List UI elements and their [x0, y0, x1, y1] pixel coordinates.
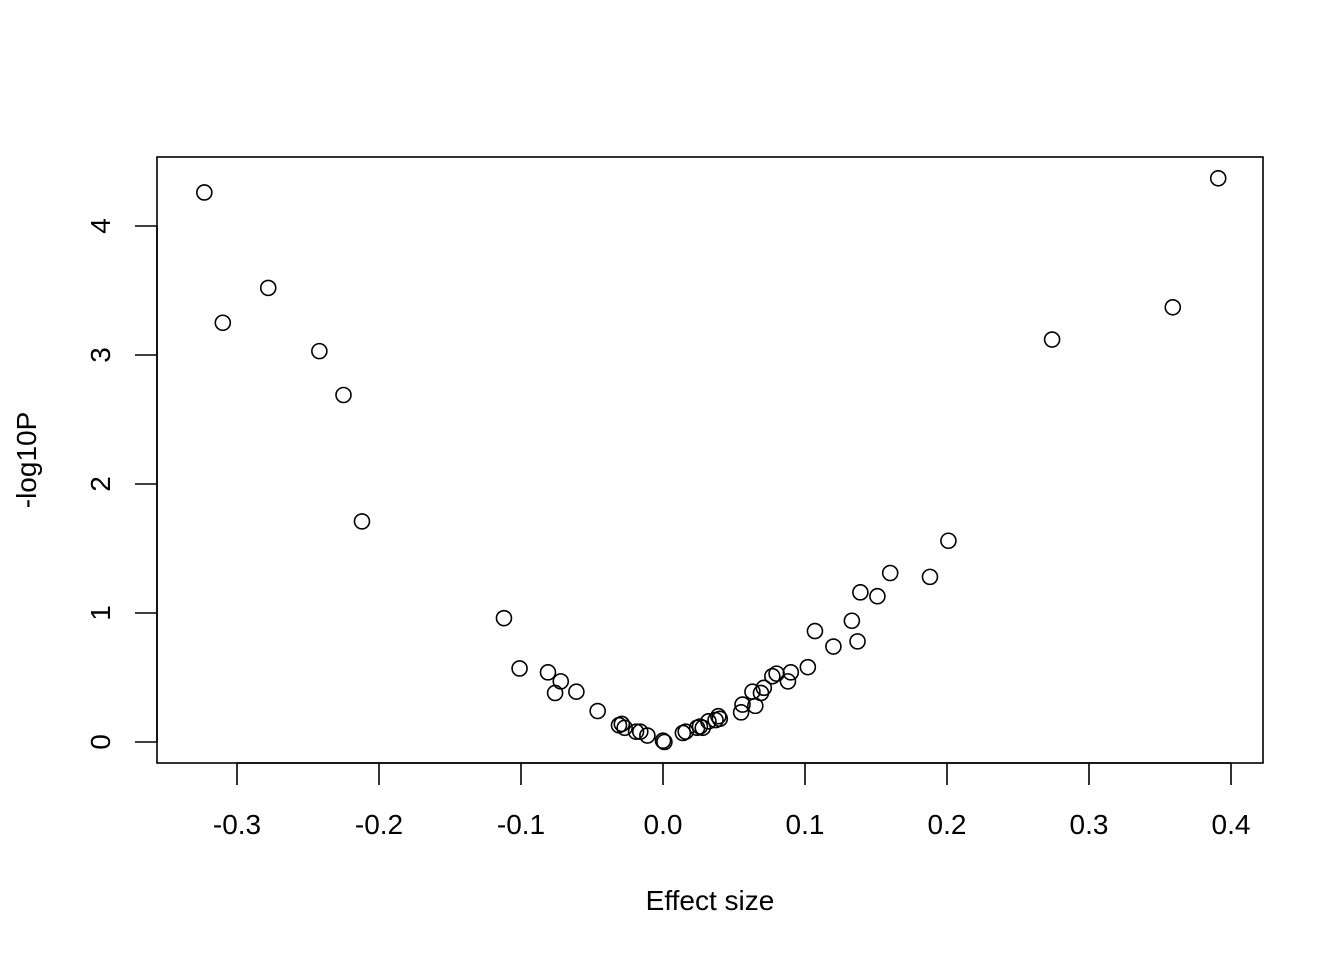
data-point [711, 710, 729, 728]
data-point [849, 633, 866, 650]
data-point [1164, 298, 1182, 316]
data-point [568, 683, 585, 700]
data-point [881, 564, 899, 582]
data-point [694, 719, 712, 737]
data-point [539, 664, 557, 681]
data-point [639, 727, 656, 744]
y-tick-label: 1 [85, 605, 116, 621]
data-point [654, 732, 672, 750]
x-tick-label: -0.2 [355, 809, 403, 840]
data-point [259, 279, 277, 297]
data-point [843, 612, 861, 630]
x-tick-label: 0.4 [1212, 809, 1251, 840]
data-point [311, 342, 328, 360]
x-tick-label: -0.1 [497, 809, 545, 840]
data-point [869, 587, 886, 605]
data-point [589, 702, 606, 720]
data-point [511, 660, 528, 677]
data-point [799, 658, 817, 676]
data-points [196, 169, 1227, 751]
data-point [921, 568, 939, 586]
y-axis: 0 1 2 3 4 [85, 218, 158, 750]
data-point [825, 638, 842, 655]
data-point [764, 667, 781, 685]
data-point [552, 673, 570, 690]
y-tick-label: 4 [85, 218, 116, 234]
data-point [1043, 331, 1061, 348]
data-point [495, 609, 513, 627]
data-point [768, 665, 785, 682]
data-point [656, 733, 673, 751]
y-tick-label: 3 [85, 347, 116, 363]
x-axis-title: Effect size [646, 885, 775, 916]
x-tick-label: 0.0 [644, 809, 683, 840]
y-tick-label: 0 [85, 734, 116, 750]
data-point [779, 673, 797, 690]
data-point [710, 707, 727, 725]
y-tick-label: 2 [85, 476, 116, 492]
data-point [613, 715, 631, 733]
data-point [546, 684, 564, 702]
x-tick-label: 0.2 [928, 809, 967, 840]
data-point [627, 723, 645, 740]
data-point [353, 513, 371, 530]
data-point [734, 696, 751, 713]
y-axis-title: -log10P [11, 412, 42, 509]
data-point [782, 664, 800, 681]
data-point [700, 713, 717, 730]
plot-area-frame [156, 156, 1264, 764]
data-point [335, 386, 352, 404]
data-point [214, 314, 232, 332]
data-point [196, 184, 213, 201]
data-point [616, 719, 633, 737]
data-point [755, 679, 773, 697]
x-axis: -0.3 -0.2 -0.1 0.0 0.1 0.2 0.3 0.4 [213, 762, 1251, 840]
data-point [732, 704, 750, 721]
data-point [940, 532, 957, 550]
x-tick-label: 0.3 [1070, 809, 1109, 840]
data-point [1209, 169, 1227, 187]
x-tick-label: -0.3 [213, 809, 261, 840]
data-point [806, 622, 824, 640]
x-tick-label: 0.1 [786, 809, 825, 840]
data-point [677, 723, 695, 740]
data-point [852, 584, 869, 601]
